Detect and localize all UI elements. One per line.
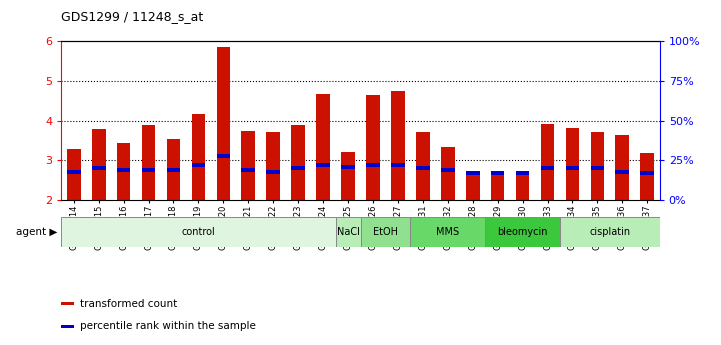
Bar [640, 171, 654, 175]
Bar [242, 168, 255, 172]
Bar [117, 142, 131, 200]
Bar [565, 166, 579, 170]
Bar [491, 171, 505, 200]
Bar [590, 132, 604, 200]
Bar [410, 217, 485, 247]
Text: bleomycin: bleomycin [497, 227, 548, 237]
Bar [67, 148, 81, 200]
Bar [360, 217, 410, 247]
Bar [266, 169, 280, 174]
Bar [291, 125, 305, 200]
Bar [341, 152, 355, 200]
Bar [491, 171, 505, 175]
Bar [291, 166, 305, 170]
Bar [341, 165, 355, 169]
Text: NaCl: NaCl [337, 227, 360, 237]
Text: EtOH: EtOH [373, 227, 398, 237]
Text: GDS1299 / 11248_s_at: GDS1299 / 11248_s_at [61, 10, 203, 23]
Bar [541, 124, 554, 200]
Bar [167, 139, 180, 200]
Bar [335, 217, 360, 247]
Bar [640, 153, 654, 200]
Text: MMS: MMS [436, 227, 459, 237]
Text: percentile rank within the sample: percentile rank within the sample [80, 321, 256, 331]
Bar [616, 169, 629, 174]
Bar [142, 125, 156, 200]
Text: transformed count: transformed count [80, 299, 177, 309]
Bar [590, 166, 604, 170]
Bar [366, 163, 380, 167]
Bar [560, 217, 660, 247]
Bar [317, 163, 330, 167]
Bar [192, 163, 205, 167]
Bar [391, 91, 404, 200]
Bar [117, 168, 131, 172]
Bar [541, 166, 554, 170]
Bar [61, 217, 335, 247]
Bar [516, 171, 529, 200]
Bar [466, 174, 479, 200]
Text: control: control [182, 227, 216, 237]
Bar [485, 217, 560, 247]
Bar [167, 168, 180, 172]
Bar [366, 95, 380, 200]
Bar [516, 171, 529, 175]
Bar [441, 168, 455, 172]
Bar [192, 114, 205, 200]
Bar [565, 128, 579, 200]
Bar [92, 166, 105, 170]
Bar [466, 171, 479, 175]
Text: agent ▶: agent ▶ [17, 227, 58, 237]
Bar [441, 147, 455, 200]
Bar [416, 166, 430, 170]
Bar [242, 131, 255, 200]
Bar [216, 47, 230, 200]
Bar [317, 94, 330, 200]
Bar [216, 154, 230, 158]
Bar [92, 129, 105, 200]
Bar [416, 132, 430, 200]
Bar [142, 168, 156, 172]
Bar [67, 169, 81, 174]
Bar [616, 135, 629, 200]
Bar [391, 163, 404, 167]
Text: cisplatin: cisplatin [589, 227, 630, 237]
Bar [266, 132, 280, 200]
